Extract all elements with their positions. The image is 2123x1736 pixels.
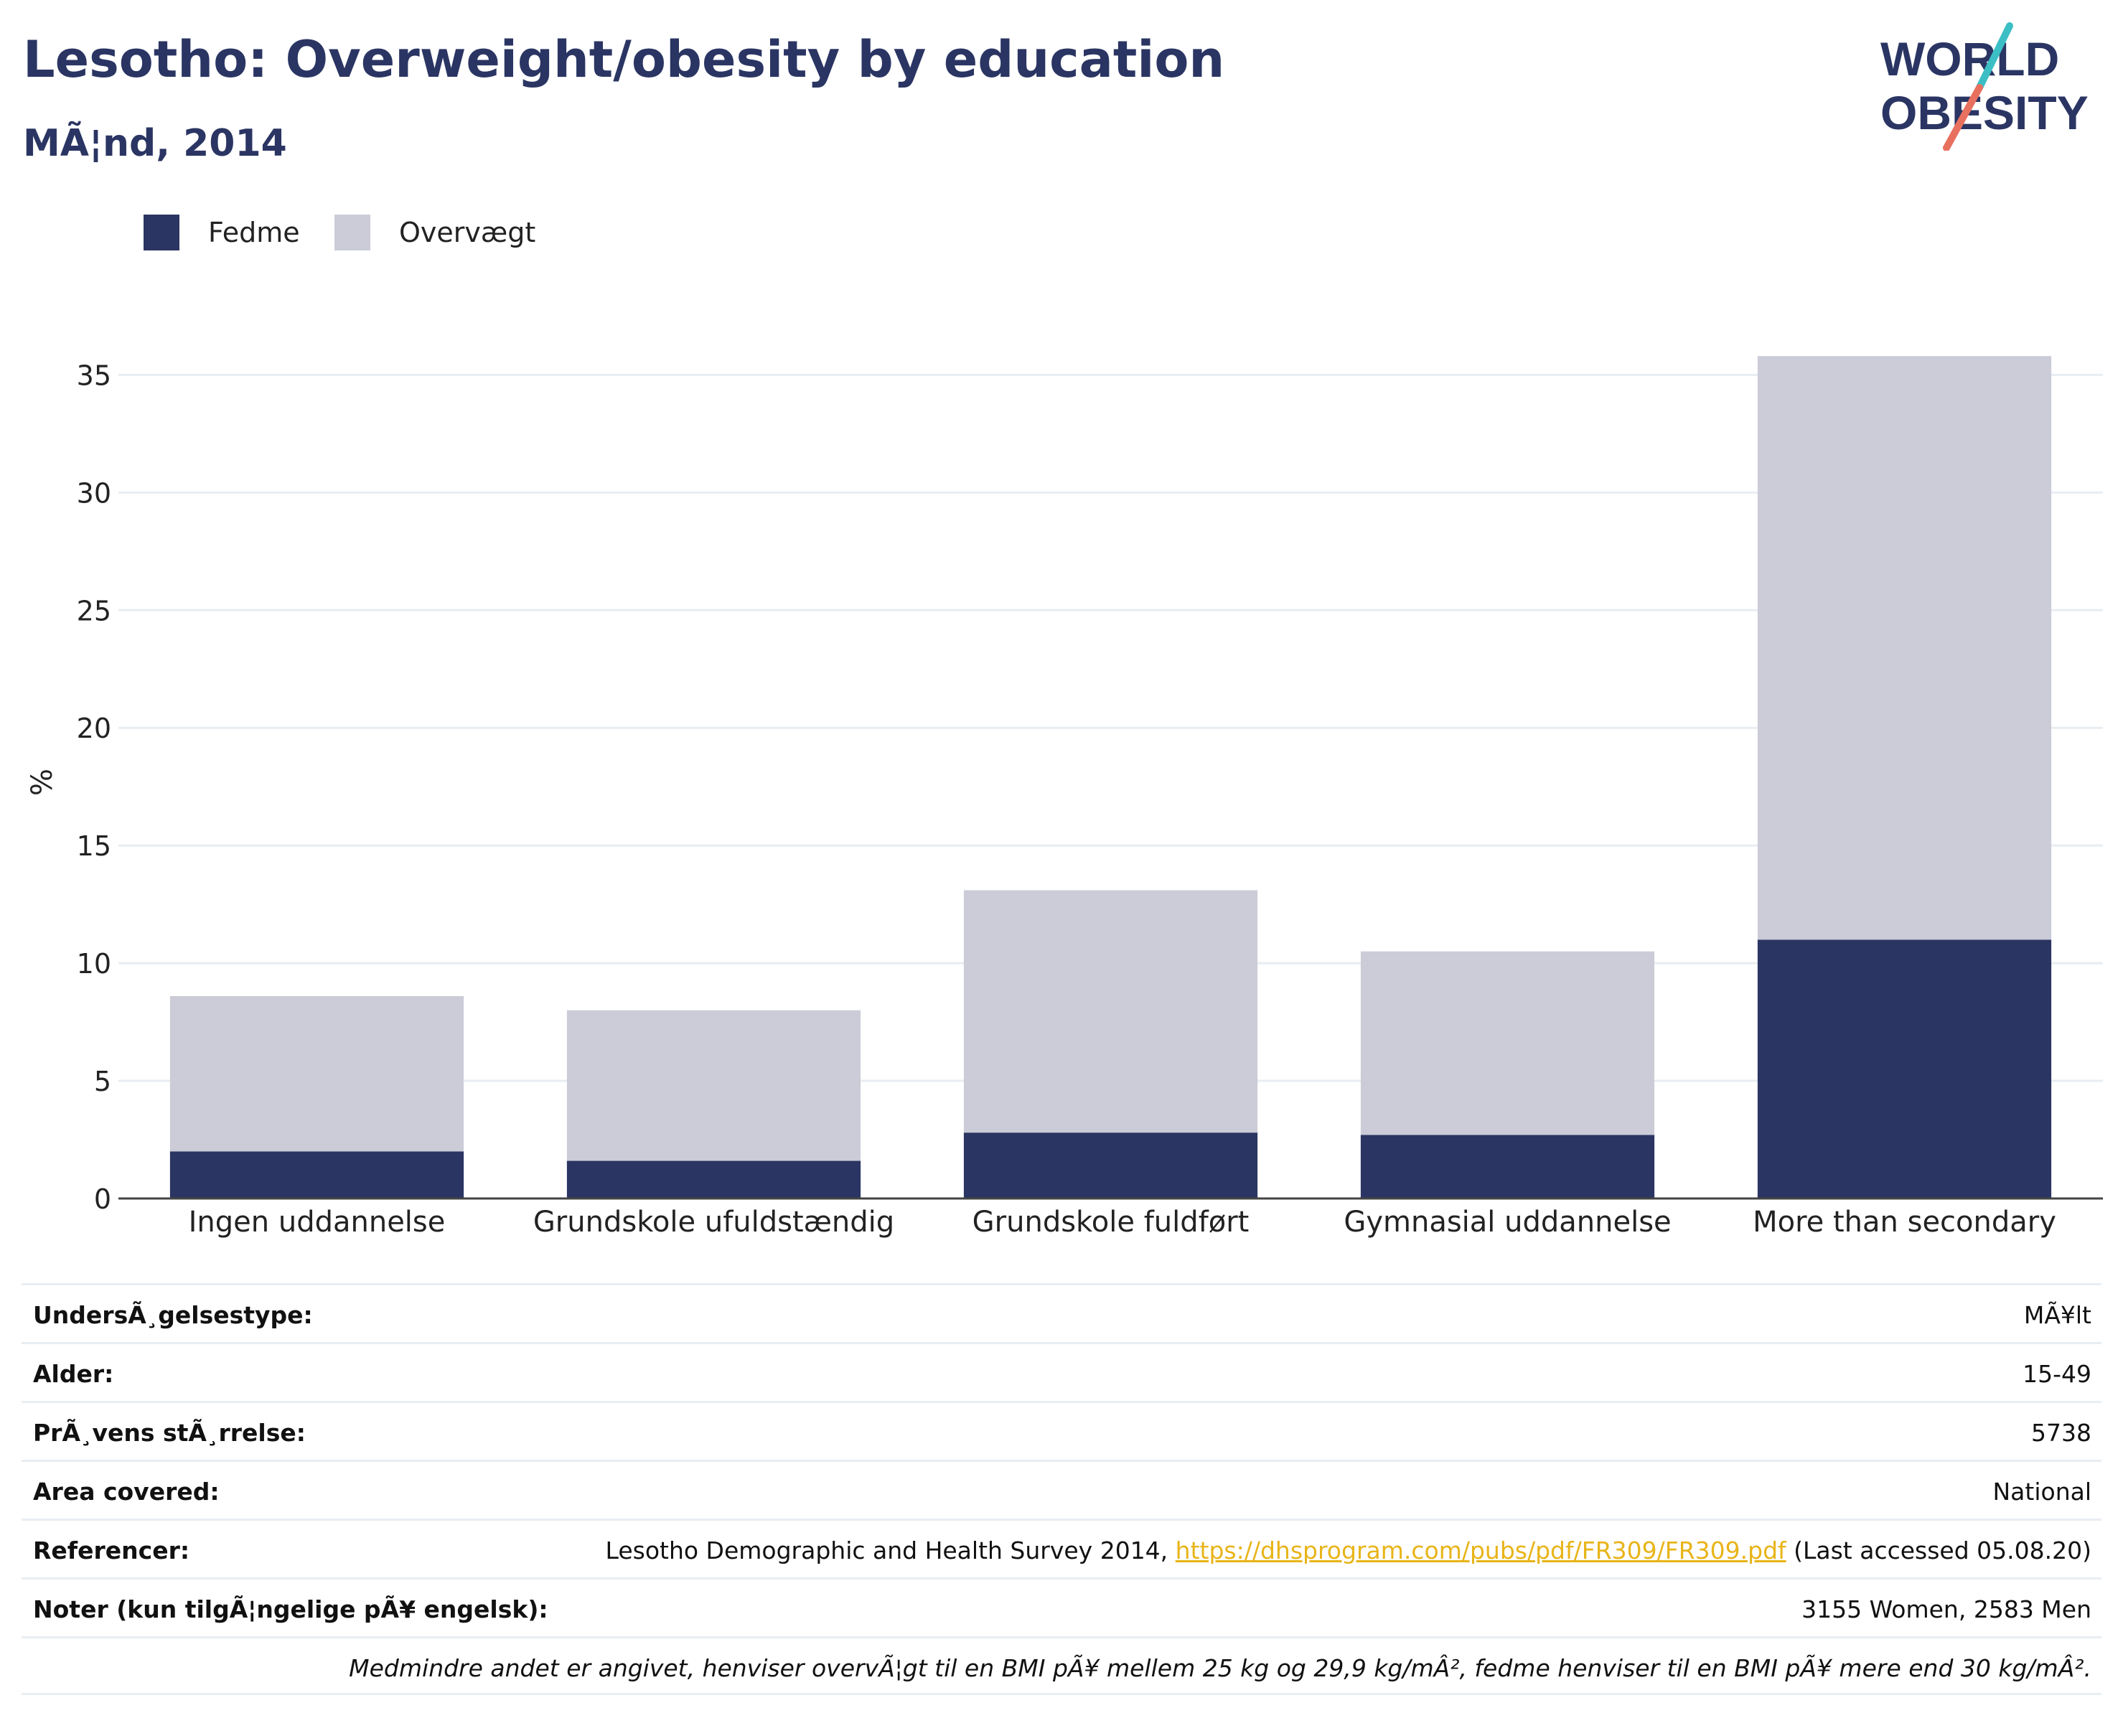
info-value: 15-49 (2023, 1360, 2091, 1388)
info-value: 5738 (2031, 1419, 2091, 1447)
info-row-notes: Noter (kun tilgÃ¦ngelige pÃ¥ engelsk): 3… (22, 1577, 2101, 1636)
reference-suffix: (Last accessed 05.08.20) (1786, 1536, 2091, 1564)
info-label: Noter (kun tilgÃ¦ngelige pÃ¥ engelsk): (33, 1595, 548, 1623)
x-tick-label: Grundskole fuldført (973, 1206, 1250, 1239)
info-value: 3155 Women, 2583 Men (1801, 1595, 2091, 1623)
x-tick-label: Grundskole ufuldstændig (533, 1206, 894, 1239)
reference-prefix: Lesotho Demographic and Health Survey 20… (605, 1536, 1176, 1564)
y-tick-label: 10 (77, 948, 111, 980)
world-obesity-logo: WORLD OBESITY (1880, 22, 2089, 151)
bar-segment (1757, 939, 2052, 1198)
y-tick-label: 25 (77, 595, 111, 627)
logo-slash-coral (1943, 84, 1983, 151)
info-label: Area covered: (33, 1478, 220, 1506)
info-row-footnote: Medmindre andet er angivet, henviser ove… (22, 1636, 2101, 1695)
page-subtitle: MÃ¦nd, 2014 (23, 122, 287, 165)
y-tick-label: 20 (77, 713, 111, 744)
reference-value: Lesotho Demographic and Health Survey 20… (606, 1536, 2091, 1564)
legend-swatch-fedme (144, 215, 179, 250)
info-label: PrÃ¸vens stÃ¸rrelse: (33, 1419, 306, 1447)
bar-segment (1757, 356, 2052, 940)
reference-link[interactable]: https://dhsprogram.com/pubs/pdf/FR309/FR… (1175, 1536, 1786, 1564)
stacked-bar-chart: 0 5 10 15 20 25 30 35% Ingen uddannelse Grundskol… (26, 356, 2103, 1239)
bar-segment (566, 1160, 861, 1198)
y-axis-label: % (26, 769, 59, 796)
y-tick-label: 30 (77, 477, 111, 509)
bar-segment (566, 1010, 861, 1161)
bar-segment (1360, 1135, 1655, 1198)
legend-label-fedme: Fedme (208, 217, 300, 248)
info-row-area-covered: Area covered: National (22, 1460, 2101, 1519)
legend-swatch-overvaegt (334, 215, 370, 250)
x-tick-label: Ingen uddannelse (189, 1206, 446, 1239)
survey-info-table: UndersÃ¸gelsestype: MÃ¥lt Alder: 15-49 P… (22, 1283, 2101, 1695)
info-row-references: Referencer: Lesotho Demographic and Heal… (22, 1519, 2101, 1577)
logo-line1: WORLD (1880, 32, 2059, 85)
info-row-age: Alder: 15-49 (22, 1342, 2101, 1401)
x-tick-label: Gymnasial uddannelse (1344, 1206, 1671, 1239)
y-tick-label: 0 (94, 1183, 111, 1215)
info-row-sample-size: PrÃ¸vens stÃ¸rrelse: 5738 (22, 1401, 2101, 1460)
legend-label-overvaegt: Overvægt (399, 217, 536, 248)
info-label: Referencer: (33, 1536, 190, 1564)
y-tick-label: 15 (77, 830, 111, 862)
bar-segment (1360, 951, 1655, 1135)
bar-segment (169, 996, 464, 1152)
info-row-survey-type: UndersÃ¸gelsestype: MÃ¥lt (22, 1283, 2101, 1342)
info-value: National (1992, 1478, 2091, 1506)
info-label: UndersÃ¸gelsestype: (33, 1301, 313, 1329)
bar-segment (169, 1151, 464, 1198)
y-tick-label: 35 (77, 360, 111, 391)
logo-slash-teal (1976, 22, 2013, 91)
info-value: MÃ¥lt (2023, 1301, 2091, 1329)
bar-segment (963, 890, 1258, 1133)
footnote-text: Medmindre andet er angivet, henviser ove… (349, 1654, 2091, 1682)
bar-segment (963, 1132, 1258, 1198)
x-tick-label: More than secondary (1753, 1206, 2056, 1239)
info-label: Alder: (33, 1360, 114, 1388)
y-tick-label: 5 (94, 1066, 111, 1097)
logo-line2: OBESITY (1880, 86, 2089, 139)
page-title: Lesotho: Overweight/obesity by education (23, 30, 1225, 89)
